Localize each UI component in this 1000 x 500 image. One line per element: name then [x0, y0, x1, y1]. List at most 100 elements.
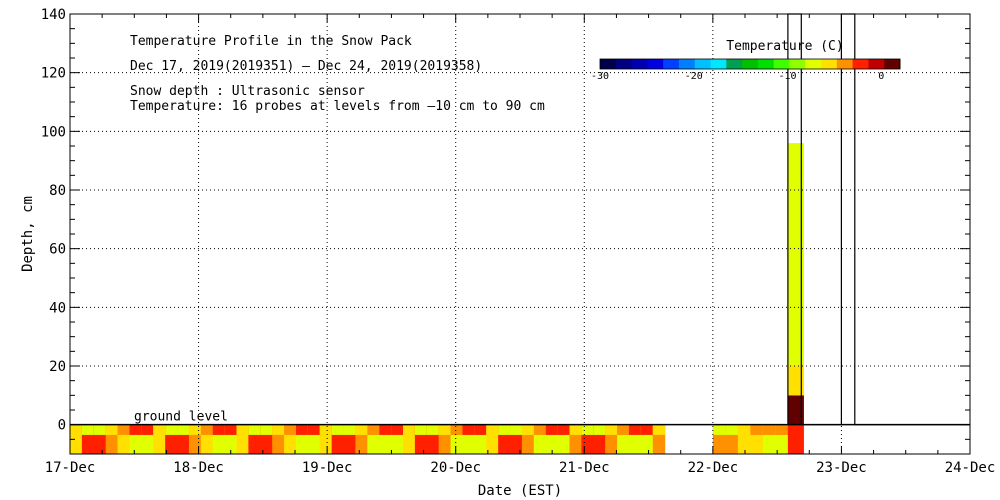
temperature-cell [521, 424, 535, 435]
temperature-cell [750, 424, 764, 435]
colorbar-swatch [742, 59, 759, 69]
x-tick-label: 17-Dec [45, 460, 96, 476]
x-tick-label: 19-Dec [302, 460, 353, 476]
temperature-cell [177, 424, 190, 435]
temperature-cell [581, 424, 594, 435]
colorbar-tick-label: 0 [878, 71, 884, 82]
temperature-cell [775, 424, 789, 435]
colorbar-swatch [663, 59, 680, 69]
temperature-cell [762, 424, 776, 435]
temperature-cell [462, 424, 475, 435]
x-axis-label: Date (EST) [478, 483, 562, 499]
y-axis-label: Depth, cm [20, 196, 36, 272]
temperature-cell [367, 424, 380, 435]
temperature-cell [200, 424, 214, 435]
temperature-cell [391, 424, 404, 435]
ground-level-label: ground level [134, 410, 228, 425]
temperature-cell [628, 424, 642, 435]
colorbar-swatch [631, 59, 648, 69]
temperature-cell [343, 424, 357, 435]
temperature-cell [70, 424, 83, 435]
temperature-cell [593, 424, 606, 435]
temperature-cell [331, 424, 345, 435]
temperature-cell [617, 424, 630, 435]
x-tick-label: 18-Dec [173, 460, 224, 476]
colorbar-swatch [868, 59, 885, 69]
colorbar-tick-label: -30 [591, 71, 609, 82]
temperature-cell [165, 424, 178, 435]
temperature-cell [379, 424, 392, 435]
temperature-cell [605, 424, 618, 435]
colorbar-swatch [757, 59, 775, 69]
temperature-cell [284, 424, 297, 435]
temperature-cell [260, 424, 273, 435]
temperature-cell [141, 424, 154, 435]
temperature-cell [105, 424, 119, 435]
temperature-cell [498, 424, 511, 435]
temperature-cell [640, 424, 654, 435]
temperature-cell [81, 424, 95, 435]
temperature-cell [510, 424, 523, 435]
temperature-cell [545, 424, 559, 435]
y-tick-label: 20 [49, 359, 66, 375]
y-tick-label: 0 [58, 418, 66, 434]
y-tick-label: 40 [49, 300, 66, 316]
colorbar-tick-label: -10 [778, 71, 796, 82]
temperature-cell [93, 424, 107, 435]
temperature-cell [557, 424, 571, 435]
temperature-cell [486, 424, 499, 435]
y-tick-label: 140 [41, 7, 66, 23]
y-tick-label: 120 [41, 66, 66, 82]
temperature-cell [224, 424, 238, 435]
y-tick-label: 100 [41, 124, 66, 140]
colorbar-frame [599, 58, 901, 70]
temperature-cell [295, 424, 309, 435]
temperature-cell [319, 424, 333, 435]
temperature-cell [129, 424, 142, 435]
temperature-cell [652, 424, 666, 435]
colorbar-swatch [678, 59, 696, 69]
temperature-cell [737, 424, 751, 435]
temperature-cell [787, 424, 804, 454]
colorbar-swatch [615, 59, 633, 69]
temperature-cell [248, 424, 261, 435]
temperature-cell [403, 424, 416, 435]
chart-title: Temperature Profile in the Snow Pack [130, 34, 412, 49]
x-tick-label: 23-Dec [816, 460, 867, 476]
snow-depth-note: Snow depth : Ultrasonic sensor [130, 84, 365, 99]
y-tick-label: 60 [49, 242, 66, 258]
temperature-cell [188, 424, 202, 435]
colorbar-swatch [852, 59, 869, 69]
temperature-cell [117, 424, 131, 435]
plot-area [70, 14, 970, 454]
x-tick-label: 20-Dec [430, 460, 481, 476]
temperature-cell [450, 424, 464, 435]
colorbar-swatch [836, 59, 854, 69]
temperature-cell [153, 424, 166, 435]
chart-subtitle: Dec 17, 2019(2019351) – Dec 24, 2019(201… [130, 59, 482, 74]
temperature-cell [272, 424, 285, 435]
temperature-cell [474, 424, 487, 435]
x-tick-label: 24-Dec [945, 460, 996, 476]
colorbar-swatch [726, 59, 743, 69]
colorbar-tick-label: -20 [685, 71, 703, 82]
temperature-cell [212, 424, 226, 435]
temperature-cell [787, 143, 804, 366]
colorbar-label: Temperature (C) [726, 39, 843, 54]
temperature-cell [426, 424, 440, 435]
colorbar-swatch [821, 59, 838, 69]
colorbar-swatch [789, 59, 806, 69]
temperature-cell [725, 424, 739, 435]
y-tick-label: 80 [49, 183, 66, 199]
temperature-cell [712, 424, 726, 435]
temperature-cell [787, 395, 804, 425]
temperature-cell [438, 424, 452, 435]
temperature-cell [787, 366, 804, 396]
colorbar-swatch [773, 59, 790, 69]
colorbar-swatch [805, 59, 822, 69]
x-tick-label: 22-Dec [688, 460, 739, 476]
temperature-cell [569, 424, 582, 435]
temperature-note: Temperature: 16 probes at levels from –1… [130, 99, 545, 114]
temperature-cell [355, 424, 368, 435]
